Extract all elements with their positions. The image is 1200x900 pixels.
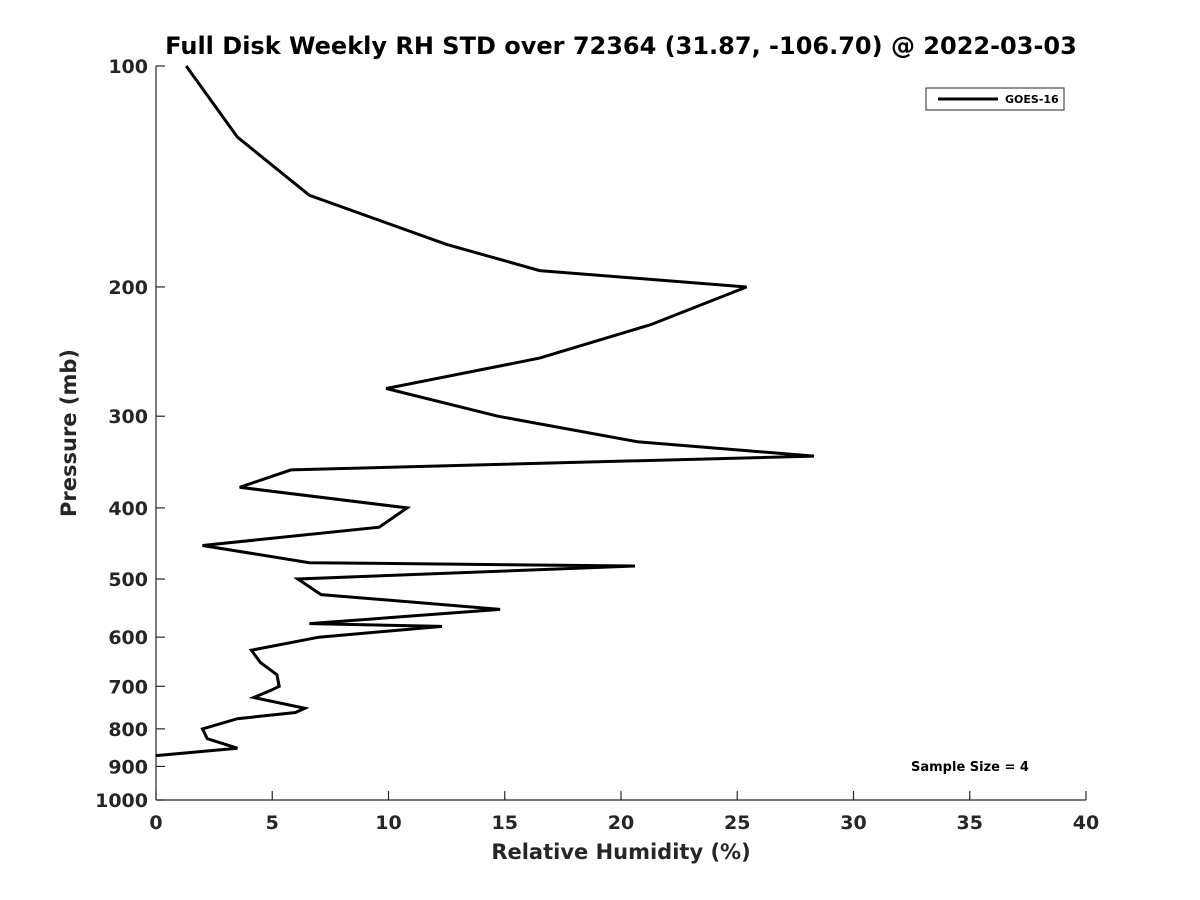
y-tick-label: 800 xyxy=(108,719,148,741)
x-tick-label: 30 xyxy=(840,812,866,834)
y-tick-label: 500 xyxy=(108,569,148,591)
y-tick-label: 900 xyxy=(108,756,148,778)
series-layer xyxy=(155,65,815,758)
x-axis-ticks: 0 5 10 15 20 25 30 35 40 xyxy=(149,791,1099,834)
y-tick-label: 100 xyxy=(108,56,148,78)
legend: GOES-16 xyxy=(925,87,1065,111)
x-tick-label: 40 xyxy=(1073,812,1099,834)
plot-axes xyxy=(155,66,1086,801)
y-tick-label: 1000 xyxy=(95,790,148,812)
sample-size-annotation: Sample Size = 4 xyxy=(911,760,1029,775)
y-tick-label: 600 xyxy=(108,627,148,649)
x-tick-label: 15 xyxy=(492,812,518,834)
y-tick-label: 200 xyxy=(108,277,148,299)
y-axis-ticks: 100 200 300 400 500 600 700 800 900 1000 xyxy=(95,56,165,812)
y-tick-label: 300 xyxy=(108,406,148,428)
x-tick-label: 5 xyxy=(266,812,279,834)
x-tick-label: 0 xyxy=(149,812,162,834)
y-axis-label: Pressure (mb) xyxy=(57,349,81,517)
series-line-goes-16 xyxy=(155,65,815,758)
legend-label-goes-16: GOES-16 xyxy=(1005,93,1059,106)
x-tick-label: 25 xyxy=(724,812,750,834)
x-tick-label: 20 xyxy=(608,812,634,834)
x-tick-label: 35 xyxy=(957,812,983,834)
x-axis-label: Relative Humidity (%) xyxy=(491,840,750,864)
x-tick-label: 10 xyxy=(375,812,401,834)
y-tick-label: 700 xyxy=(108,676,148,698)
chart-title: Full Disk Weekly RH STD over 72364 (31.8… xyxy=(165,32,1077,60)
y-tick-label: 400 xyxy=(108,498,148,520)
